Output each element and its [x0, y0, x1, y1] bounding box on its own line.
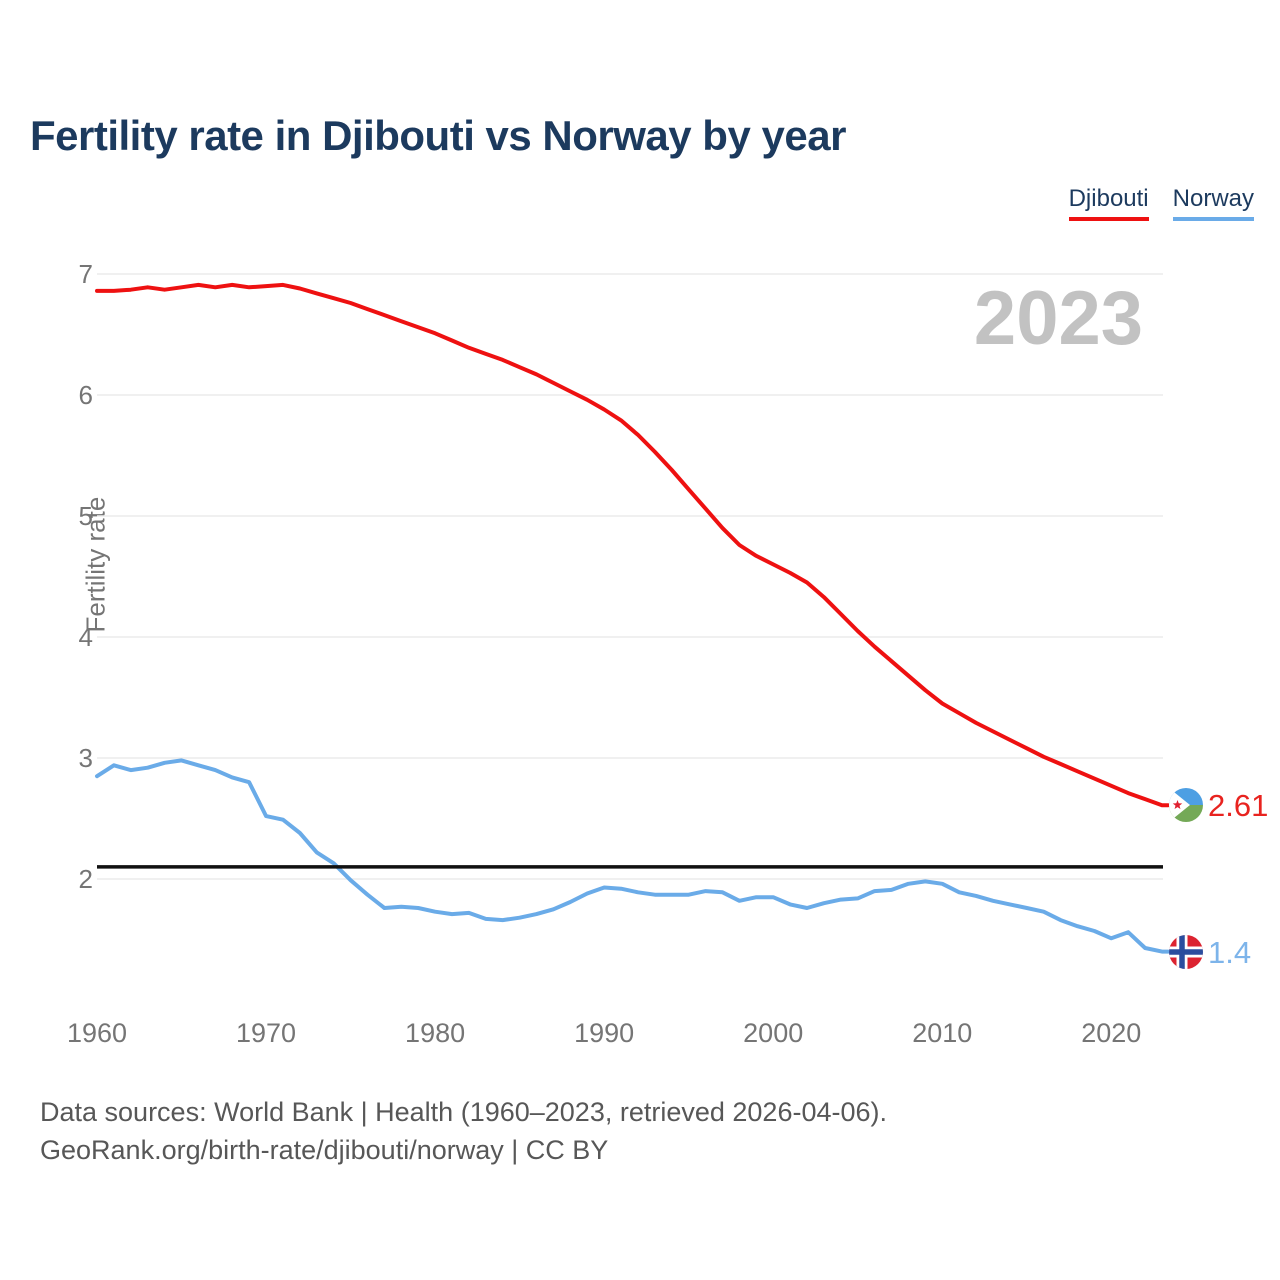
attribution-line: GeoRank.org/birth-rate/djibouti/norway |… [40, 1135, 609, 1165]
x-tick-label: 1980 [405, 1018, 465, 1048]
y-tick-label: 6 [79, 380, 93, 410]
series-line-djibouti[interactable] [95, 282, 1170, 808]
x-tick-label: 1990 [574, 1018, 634, 1048]
x-tick-label: 2010 [912, 1018, 972, 1048]
y-tick-label: 7 [79, 259, 93, 289]
chart-title: Fertility rate in Djibouti vs Norway by … [30, 112, 846, 159]
legend-item-norway[interactable]: Norway [1172, 185, 1254, 222]
y-tick-label: 2 [79, 864, 93, 894]
x-tick-label: 1970 [236, 1018, 296, 1048]
y-tick-label: 5 [79, 501, 93, 531]
x-tick-label: 1960 [67, 1018, 127, 1048]
legend-item-djibouti[interactable]: Djibouti [1068, 185, 1149, 222]
y-tick-label: 4 [79, 622, 93, 652]
djibouti-flag-icon [1169, 788, 1203, 822]
series-line-norway[interactable] [95, 758, 1170, 954]
djibouti-end-value: 2.61 [1208, 788, 1268, 823]
x-axis-ticks: 1960 1970 1980 1990 2000 2010 2020 [67, 1018, 1141, 1048]
y-tick-label: 3 [79, 743, 93, 773]
x-tick-label: 2000 [743, 1018, 803, 1048]
gridlines [97, 273, 1163, 880]
x-tick-label: 2020 [1081, 1018, 1141, 1048]
norway-end-value: 1.4 [1208, 935, 1251, 970]
legend: Djibouti Norway [1068, 185, 1254, 222]
norway-flag-icon [1169, 935, 1203, 969]
y-axis-ticks: 7 6 5 4 3 2 [79, 259, 93, 894]
footer: Data sources: World Bank | Health (1960–… [40, 1093, 887, 1169]
data-sources-line: Data sources: World Bank | Health (1960–… [40, 1097, 887, 1127]
year-watermark: 2023 [974, 276, 1143, 361]
